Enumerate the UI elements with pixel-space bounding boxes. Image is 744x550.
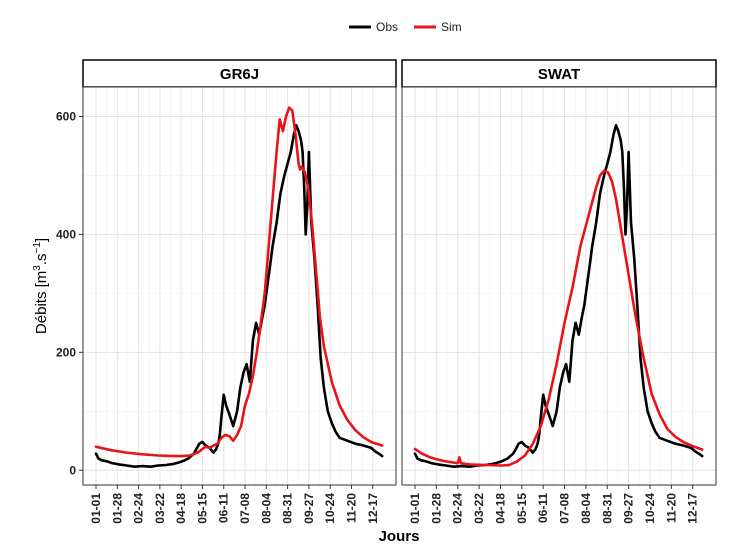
x-tick-label: 08-31 xyxy=(281,493,295,524)
panel-border-swat xyxy=(401,86,717,486)
y-tick-label: 600 xyxy=(56,109,76,123)
x-tick-label: 05-15 xyxy=(195,493,209,524)
panel-title-gr6j: GR6J xyxy=(220,66,259,83)
panel-gr6j: GR6J 01-01 01-28 02-24 03-22 04-18 05-15 06-11… xyxy=(82,59,397,524)
x-tick-label: 04-18 xyxy=(174,493,188,524)
x-tick-label: 06-11 xyxy=(217,493,231,523)
panel-title-swat: SWAT xyxy=(538,66,580,83)
x-ticks-swat: 01-01 01-28 02-24 03-22 04-18 05-15 06-11 07-08… xyxy=(408,485,700,524)
x-axis-title: Jours xyxy=(379,528,420,545)
x-tick-label: 06-11 xyxy=(536,493,550,523)
plot-background-swat xyxy=(402,87,716,485)
y-axis-title-sup2: −1 xyxy=(32,242,43,254)
series-line-obs-swat xyxy=(413,124,704,469)
x-tick-label: 12-17 xyxy=(366,493,380,524)
x-tick-label: 10-24 xyxy=(323,493,337,524)
x-tick-label: 02-24 xyxy=(132,493,146,524)
x-tick-label: 02-24 xyxy=(451,493,465,524)
x-tick-label: 01-01 xyxy=(408,493,422,524)
legend-label-sim: Sim xyxy=(441,20,462,34)
x-tick-label: 11-20 xyxy=(344,493,358,523)
y-axis-title-sup1: 3 xyxy=(32,265,43,271)
y-tick-label: 200 xyxy=(56,345,76,359)
x-tick-label: 04-18 xyxy=(493,493,507,524)
y-ticks: 0 200 400 600 xyxy=(56,109,83,477)
x-tick-label: 01-01 xyxy=(89,493,103,524)
y-axis-title-base: Débits [m xyxy=(33,271,50,334)
x-tick-label: 11-20 xyxy=(664,493,678,523)
panel-strip-swat xyxy=(401,59,717,88)
grid-gr6j xyxy=(83,87,396,485)
x-tick-label: 09-27 xyxy=(302,493,316,524)
panel-swat: SWAT 01-01 01-28 02-24 03-22 04-18 05-15 06-11… xyxy=(401,59,717,524)
grid-swat xyxy=(402,87,716,485)
panel-border-gr6j xyxy=(82,86,397,486)
x-tick-label: 08-04 xyxy=(259,493,273,524)
legend: Obs Sim xyxy=(349,20,462,34)
series-line-obs-gr6j xyxy=(94,124,384,469)
y-tick-label: 0 xyxy=(69,463,76,477)
y-axis-title-end: ] xyxy=(33,238,50,242)
y-axis-title-mid: .s xyxy=(33,253,50,265)
x-ticks-gr6j: 01-01 01-28 02-24 03-22 04-18 05-15 06-11 07-08… xyxy=(89,485,380,524)
legend-label-obs: Obs xyxy=(376,20,398,34)
x-tick-label: 01-28 xyxy=(110,493,124,524)
x-tick-label: 01-28 xyxy=(429,493,443,524)
x-tick-label: 07-08 xyxy=(238,493,252,524)
x-tick-label: 10-24 xyxy=(643,493,657,524)
x-tick-label: 05-15 xyxy=(515,493,529,524)
y-axis-title: Débits [m3.s−1] xyxy=(32,238,50,334)
x-tick-label: 03-22 xyxy=(153,493,167,524)
x-tick-label: 07-08 xyxy=(558,493,572,524)
x-tick-label: 08-31 xyxy=(600,493,614,524)
series-line-sim-gr6j xyxy=(94,106,384,458)
series-layer-swat xyxy=(413,124,704,469)
series-layer-gr6j xyxy=(94,106,384,469)
x-tick-label: 08-04 xyxy=(579,493,593,524)
x-tick-label: 03-22 xyxy=(472,493,486,524)
x-tick-label: 09-27 xyxy=(622,493,636,524)
plot-background-gr6j xyxy=(83,87,396,485)
y-tick-label: 400 xyxy=(56,227,76,241)
panel-strip-gr6j xyxy=(82,59,397,88)
x-tick-label: 12-17 xyxy=(686,493,700,524)
series-line-sim-swat xyxy=(413,169,704,467)
